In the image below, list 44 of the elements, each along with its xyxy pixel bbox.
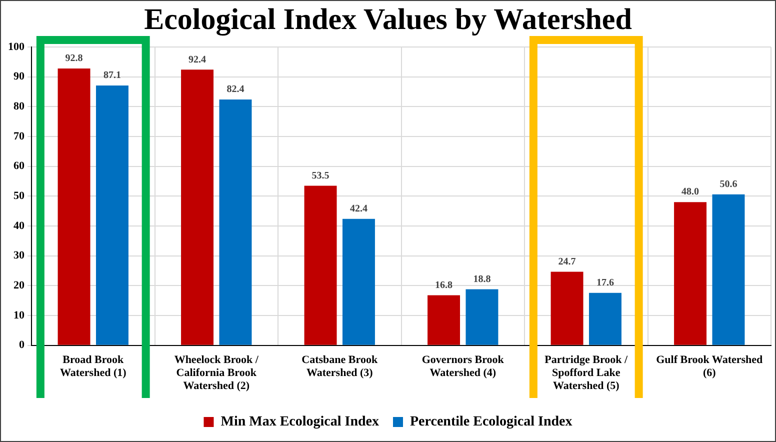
data-label: 53.5 <box>312 170 330 182</box>
y-tick-label: 30 <box>14 250 25 262</box>
bar <box>588 292 622 345</box>
bar <box>96 85 128 345</box>
y-tick-label: 0 <box>19 339 25 352</box>
x-tick-label: Broad Brook Watershed (1) <box>60 354 127 380</box>
data-label: 48.0 <box>682 186 700 198</box>
y-tick-label: 70 <box>14 130 25 142</box>
bar <box>466 289 498 345</box>
x-tick-label: Wheelock Brook / California Brook Watershed (2) <box>174 354 260 392</box>
y-tick-label: 20 <box>14 280 25 292</box>
bar <box>304 186 337 345</box>
data-label: 17.6 <box>596 277 614 288</box>
y-tick-label: 50 <box>14 190 25 202</box>
data-label: 16.8 <box>435 280 453 291</box>
legend-label: Min Max Ecological Index <box>220 414 380 430</box>
data-label: 92.4 <box>188 54 206 66</box>
x-tick-label: Catsbane Brook Watershed (3) <box>302 354 378 380</box>
legend-label: Percentile Ecological Index <box>410 414 572 430</box>
bar <box>428 295 460 345</box>
y-tick-label: 10 <box>14 309 25 322</box>
bar <box>674 202 707 345</box>
data-label: 42.4 <box>350 203 368 214</box>
x-tick-label: Partridge Brook / Spofford Lake Watershed (5) <box>544 354 629 392</box>
bar <box>342 218 375 345</box>
y-tick-label: 80 <box>14 100 25 113</box>
y-tick-label: 100 <box>8 40 25 53</box>
data-label: 24.7 <box>558 256 576 268</box>
y-tick-label: 60 <box>14 160 25 172</box>
y-tick-label: 40 <box>14 220 25 232</box>
data-label: 50.6 <box>720 178 738 190</box>
y-tick-label: 90 <box>14 70 25 83</box>
bar <box>219 100 252 345</box>
data-label: 18.8 <box>473 274 491 285</box>
x-tick-label: Governors Brook Watershed (4) <box>422 354 505 380</box>
data-label: 87.1 <box>103 70 121 82</box>
data-label: 92.8 <box>65 53 83 64</box>
chart-title: Ecological Index Values by Watershed <box>144 2 632 36</box>
bar <box>550 272 584 345</box>
bar <box>58 68 90 345</box>
bar <box>181 70 214 345</box>
bar <box>712 194 745 345</box>
data-label: 82.4 <box>226 84 244 96</box>
x-tick-label: Gulf Brook Watershed (6) <box>656 354 763 380</box>
